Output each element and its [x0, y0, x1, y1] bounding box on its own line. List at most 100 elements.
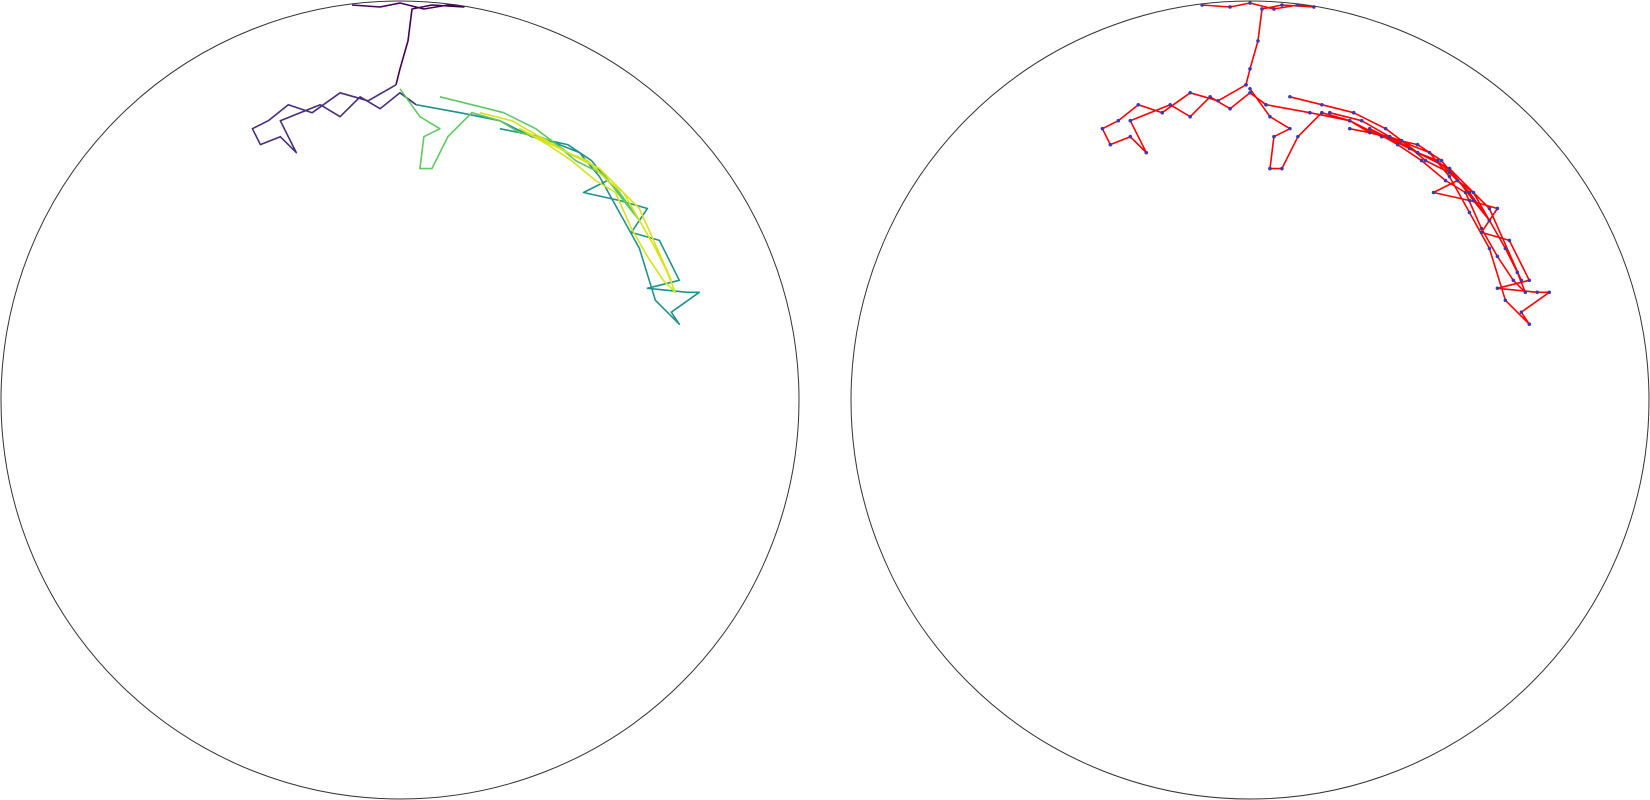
- position-dot: [1395, 142, 1400, 147]
- position-dot: [1288, 94, 1292, 99]
- position-dot: [1168, 102, 1172, 107]
- position-dot: [1248, 90, 1252, 95]
- position-dot: [1527, 322, 1532, 326]
- position-dot: [1487, 206, 1492, 211]
- trajectory: [1265, 103, 1551, 325]
- position-dot: [1228, 5, 1232, 9]
- position-dot: [1471, 190, 1476, 195]
- trajectory: [1202, 2, 1315, 85]
- position-dot: [1511, 278, 1516, 283]
- position-dot: [1471, 198, 1476, 203]
- position-dot: [1487, 246, 1492, 251]
- position-dot: [1467, 198, 1472, 203]
- position-dot: [1328, 110, 1332, 115]
- position-dot: [1387, 134, 1392, 139]
- position-dot: [1188, 114, 1192, 119]
- position-dot: [1495, 286, 1500, 291]
- position-dot: [1487, 218, 1492, 223]
- position-dot: [1272, 134, 1276, 139]
- position-dot: [1280, 3, 1284, 7]
- position-dot: [1100, 126, 1105, 131]
- position-dot: [1503, 246, 1508, 251]
- position-dot: [1431, 190, 1436, 195]
- position-dot: [1423, 158, 1428, 163]
- position-dot: [1347, 126, 1352, 131]
- trajectory: [415, 103, 701, 325]
- position-dot: [1248, 86, 1252, 91]
- position-dot: [1455, 178, 1460, 183]
- position-dot: [1495, 254, 1500, 259]
- position-dot: [1415, 150, 1420, 155]
- position-dot: [1200, 3, 1204, 7]
- position-dot: [1367, 130, 1372, 135]
- position-dot: [1116, 118, 1121, 123]
- arena-boundary: [0, 0, 800, 800]
- position-dot: [1296, 134, 1300, 139]
- position-dot: [1519, 278, 1524, 283]
- position-dot: [1228, 106, 1232, 111]
- position-dot: [1367, 126, 1372, 131]
- position-dot: [1216, 98, 1220, 103]
- position-dot: [1264, 102, 1268, 107]
- position-dot: [1507, 238, 1512, 243]
- position-dot: [1527, 278, 1532, 283]
- position-dot: [1447, 170, 1452, 175]
- position-dot: [1248, 67, 1252, 71]
- position-dot: [1288, 126, 1292, 131]
- position-dot: [1379, 134, 1384, 139]
- position-dot: [1407, 146, 1412, 151]
- position-dot: [1519, 310, 1524, 315]
- position-dot: [1503, 298, 1508, 303]
- position-dot: [1479, 226, 1484, 231]
- position-dot: [1419, 158, 1424, 163]
- position-dot: [1108, 142, 1113, 147]
- position-dot: [1272, 7, 1276, 11]
- position-dot: [1128, 134, 1133, 139]
- position-dot: [1248, 1, 1252, 5]
- position-dot: [1515, 270, 1520, 275]
- trajectory: [251, 84, 417, 154]
- position-dot: [1435, 158, 1440, 163]
- position-dot: [1523, 290, 1528, 295]
- position-dot: [1320, 110, 1324, 115]
- position-dot: [1399, 138, 1404, 143]
- position-dot: [1415, 142, 1420, 147]
- position-dot: [1280, 166, 1284, 171]
- position-dot: [1308, 110, 1312, 115]
- position-dot: [1447, 166, 1452, 171]
- position-dot: [1244, 82, 1248, 87]
- trajectory: [1101, 84, 1267, 154]
- position-dot: [1351, 110, 1356, 115]
- position-dot: [1188, 90, 1192, 95]
- position-dot: [1463, 190, 1468, 195]
- position-dot: [1439, 158, 1444, 163]
- trajectory: [1329, 111, 1527, 294]
- position-dot: [1427, 150, 1432, 155]
- trajectory: [352, 2, 465, 85]
- position-dot: [1479, 230, 1484, 235]
- position-dot: [1136, 102, 1141, 107]
- position-dot: [1160, 110, 1165, 115]
- position-dot: [1296, 3, 1300, 7]
- position-dot: [1383, 126, 1388, 131]
- position-dot: [1208, 94, 1212, 99]
- position-dot: [1320, 102, 1324, 107]
- position-dot: [1447, 174, 1452, 179]
- position-dot: [1312, 5, 1316, 9]
- position-dot: [1535, 290, 1540, 295]
- position-dot: [1359, 118, 1364, 123]
- arena-boundary: [850, 0, 1650, 800]
- position-dot: [1467, 190, 1472, 195]
- position-dot: [1347, 118, 1352, 123]
- position-dot: [1495, 206, 1500, 211]
- position-dot: [1256, 39, 1260, 43]
- position-dot: [1128, 118, 1133, 123]
- trajectory: [479, 111, 677, 294]
- position-dot: [1260, 7, 1264, 11]
- position-dot: [1443, 178, 1448, 183]
- position-dot: [1268, 114, 1272, 119]
- position-dot: [1144, 150, 1149, 155]
- position-dot: [1268, 166, 1272, 171]
